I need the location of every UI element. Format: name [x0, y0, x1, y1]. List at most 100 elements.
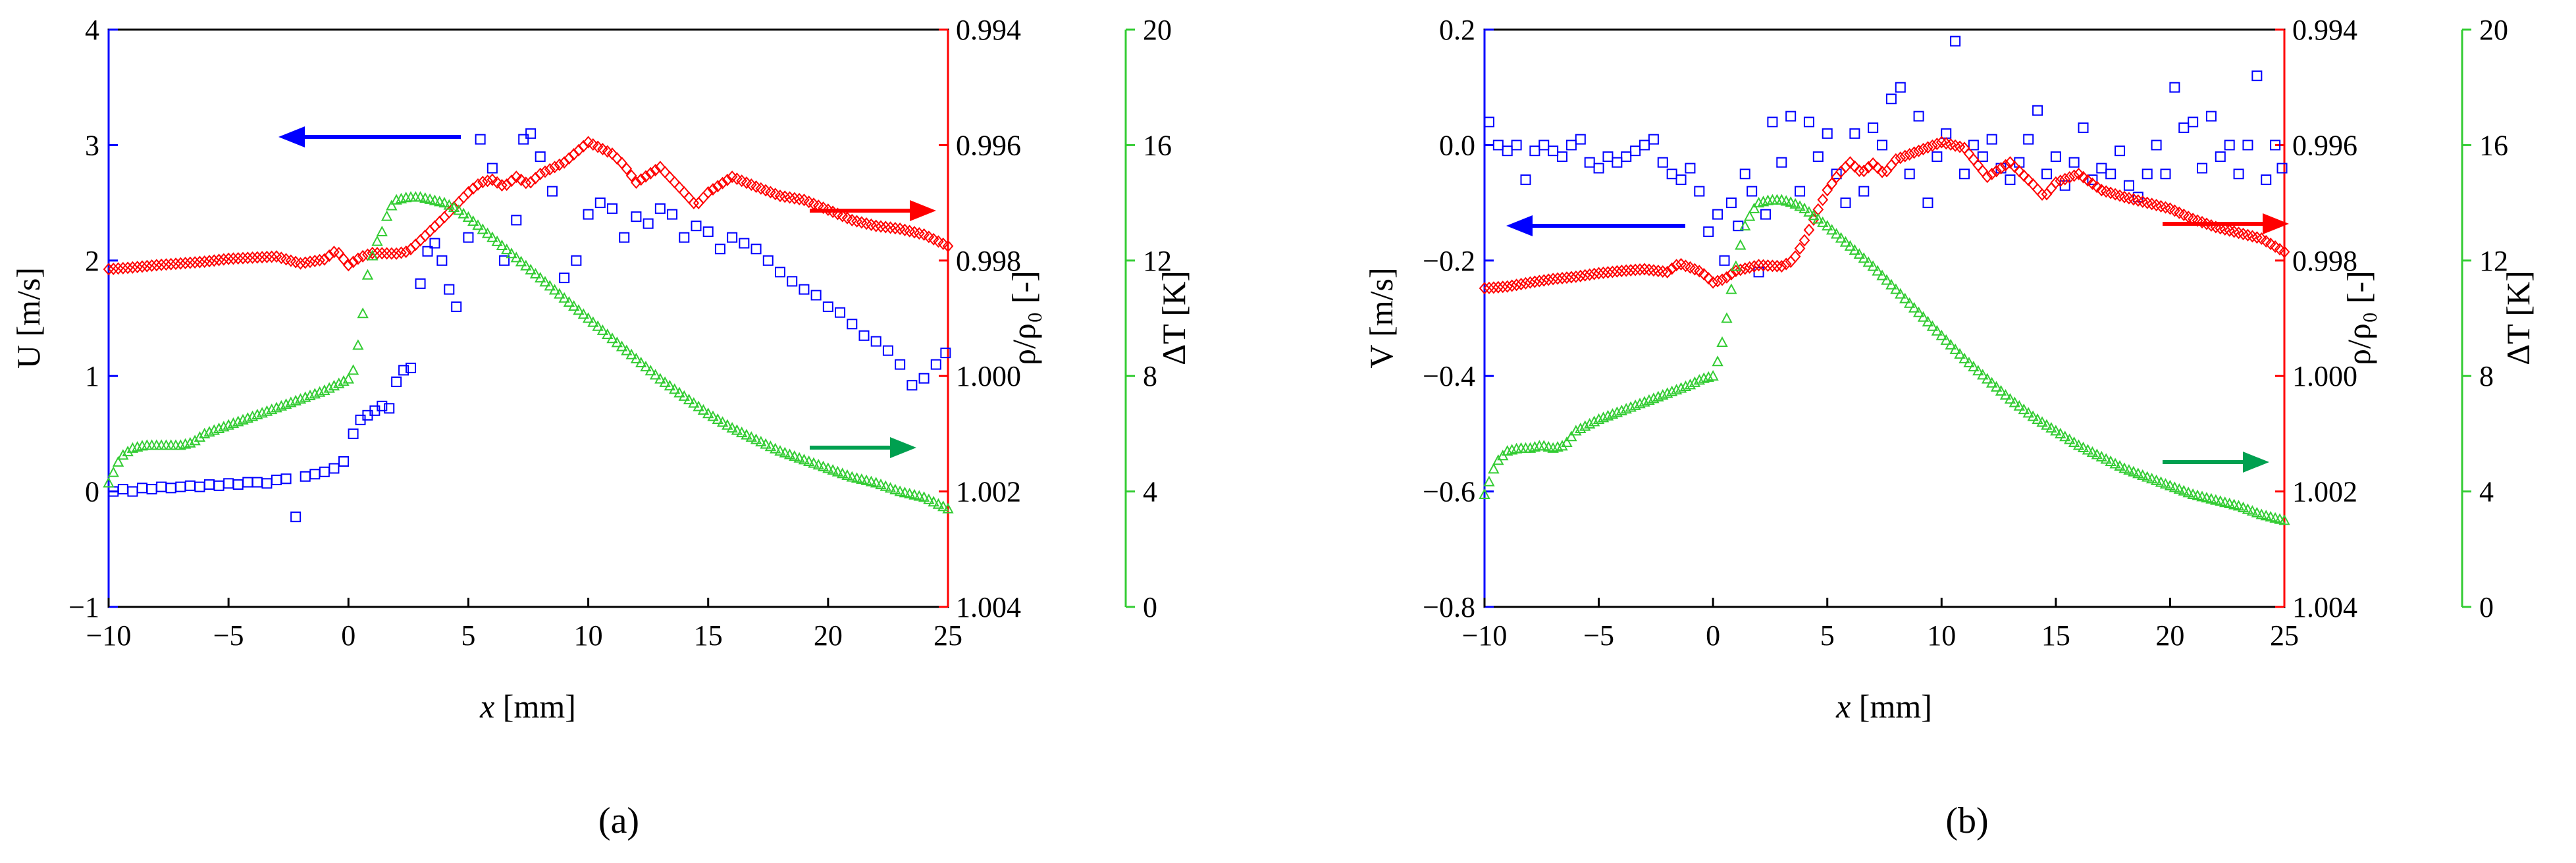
- rho-point-b: [1506, 279, 1517, 292]
- u-point-a: [204, 479, 215, 490]
- rho-tick-label-b: 0.994: [2292, 14, 2357, 46]
- rho-tick-label-b: 1.004: [2292, 591, 2357, 623]
- dt-point-a: [184, 436, 196, 448]
- dt-point-b: [1483, 475, 1495, 486]
- rho-point-b: [1968, 153, 1980, 166]
- panel-label-b: (b): [1945, 800, 1988, 841]
- dt-point-a: [846, 471, 858, 482]
- rho-point-b: [1918, 143, 1929, 156]
- x-axis-label-b: x [mm]: [1835, 688, 1932, 725]
- rho-tick-label-b: 1.000: [2292, 360, 2357, 392]
- rho-point-b: [2073, 167, 2084, 180]
- rho-point-b: [1744, 261, 1756, 274]
- rho-point-a: [683, 191, 695, 204]
- rho-point-a: [841, 211, 853, 224]
- rho-point-b: [2064, 170, 2076, 184]
- rho-tick-label-a: 0.996: [956, 129, 1021, 161]
- dt-point-b: [1730, 260, 1742, 271]
- rho-point-a: [707, 183, 719, 196]
- dt-point-b: [2100, 453, 2112, 464]
- u-point-a: [739, 238, 750, 249]
- rho-point-a: [597, 143, 608, 156]
- u-point-b: [2160, 169, 2171, 180]
- rho-point-b: [1657, 265, 1669, 278]
- rho-point-b: [2224, 224, 2236, 237]
- dt-point-b: [1985, 377, 1998, 388]
- dt-point-b: [1616, 404, 1627, 415]
- rho-point-a: [515, 173, 527, 186]
- u-point-b: [1502, 145, 1513, 157]
- rho-point-a: [107, 262, 119, 275]
- dt-point-b: [1853, 248, 1865, 259]
- dt-point-a: [722, 419, 733, 430]
- dt-point-a: [554, 288, 565, 299]
- dt-point-a: [851, 472, 863, 483]
- u-point-a: [750, 244, 762, 255]
- rho-point-b: [1927, 139, 1938, 152]
- dt-point-b: [1716, 336, 1728, 348]
- dt-point-a: [448, 201, 460, 213]
- rho-point-b: [2132, 194, 2144, 207]
- rho-point-b: [1799, 234, 1810, 247]
- dt-point-b: [2159, 478, 2172, 489]
- rho-point-b: [1538, 274, 1550, 287]
- u-point-b: [2178, 122, 2190, 134]
- u-point-a: [406, 362, 416, 373]
- u-point-a: [232, 479, 244, 490]
- rho-point-b: [1739, 262, 1751, 275]
- rho-point-b: [1982, 170, 1993, 184]
- rho-point-b: [2178, 208, 2190, 221]
- u-point-a: [799, 284, 810, 295]
- rho-point-a: [698, 191, 709, 204]
- u-point-a: [882, 345, 893, 356]
- dt-point-a: [803, 455, 815, 466]
- u-point-a: [940, 348, 951, 359]
- dt-point-b: [1885, 278, 1897, 290]
- rho-point-b: [1561, 271, 1573, 284]
- u-point-b: [1776, 157, 1787, 168]
- rho-point-b: [2078, 170, 2089, 184]
- dt-point-a: [419, 192, 431, 203]
- rho-point-b: [1908, 146, 1920, 159]
- dt-point-b: [1972, 365, 1984, 376]
- u-point-b: [1913, 111, 1924, 122]
- dt-axis-label-a: ΔT [K]: [1155, 271, 1192, 365]
- u-point-b: [1675, 174, 1687, 186]
- rho-point-b: [2247, 230, 2258, 243]
- rho-point-a: [386, 247, 398, 260]
- dt-point-b: [1867, 260, 1879, 271]
- rho-point-b: [1767, 259, 1778, 273]
- dt-point-a: [481, 227, 494, 238]
- dt-point-a: [808, 457, 820, 468]
- rho-point-b: [1607, 265, 1618, 278]
- dt-point-a: [889, 483, 901, 494]
- dt-point-b: [1693, 374, 1705, 385]
- u-point-a: [511, 215, 522, 226]
- rho-point-b: [2118, 190, 2130, 203]
- axis-arrow-head-a-0: [278, 126, 305, 147]
- rho-tick-label-b: 0.996: [2292, 129, 2357, 161]
- dt-point-a: [716, 416, 729, 427]
- rho-point-b: [1502, 280, 1513, 293]
- u-point-b: [1725, 197, 1737, 209]
- rho-point-b: [1775, 260, 1787, 273]
- dt-point-a: [644, 365, 656, 376]
- rho-point-a: [146, 259, 157, 273]
- dt-point-b: [1817, 216, 1829, 227]
- rho-point-a: [419, 229, 431, 242]
- dt-point-a: [371, 235, 383, 246]
- rho-point-b: [1575, 269, 1587, 282]
- dt-point-a: [381, 210, 393, 221]
- u-point-b: [2023, 134, 2034, 145]
- rho-point-a: [376, 247, 388, 260]
- dt-point-a: [548, 284, 561, 295]
- x-tick-label-b: 15: [2041, 619, 2070, 652]
- dt-point-b: [1968, 361, 1980, 372]
- rho-point-a: [702, 186, 714, 199]
- dt-point-b: [1844, 240, 1856, 251]
- rho-point-a: [237, 251, 249, 265]
- axis-arrow-head-b-2: [2243, 452, 2269, 473]
- rho-point-a: [208, 254, 220, 267]
- rho-point-b: [1689, 263, 1700, 276]
- dt-point-b: [2109, 458, 2121, 469]
